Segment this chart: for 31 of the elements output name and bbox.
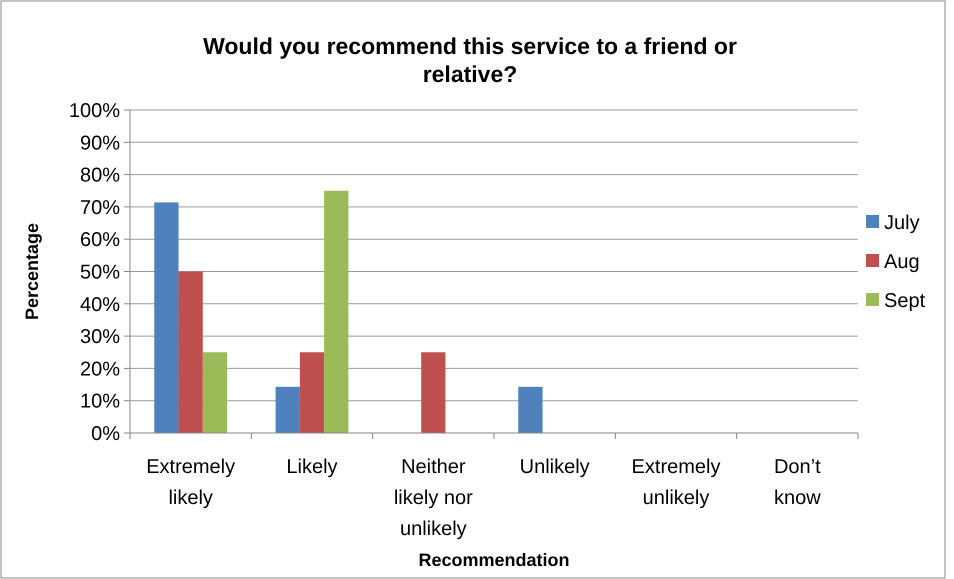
bar xyxy=(421,352,446,433)
x-tick-label: Don’t know xyxy=(774,456,822,509)
y-tick-label: 30% xyxy=(80,326,120,348)
legend-label: July xyxy=(884,212,920,234)
x-tick-label: Extremely unlikely xyxy=(632,456,720,509)
y-tick-label: 90% xyxy=(80,132,120,154)
bar xyxy=(154,202,179,433)
x-tick-label: Neither likely nor unlikely xyxy=(394,456,474,540)
y-tick-label: 0% xyxy=(91,423,120,445)
y-tick-label: 40% xyxy=(80,294,120,316)
bar xyxy=(300,352,324,433)
bar xyxy=(178,272,203,433)
y-tick-label: 100% xyxy=(68,100,120,122)
y-tick-label: 20% xyxy=(80,358,120,380)
legend-label: Sept xyxy=(884,290,926,312)
y-tick-label: 60% xyxy=(80,229,120,252)
x-axis-title: Recommendation xyxy=(418,550,570,570)
x-tick-label: Unlikely xyxy=(520,456,590,478)
x-tick-label: Likely xyxy=(286,456,338,478)
y-tick-label: 80% xyxy=(80,164,120,187)
chart-title: Would you recommend this service to a friend or relative? xyxy=(203,33,737,87)
y-tick-label: 70% xyxy=(80,196,120,219)
legend-label: Aug xyxy=(884,251,920,273)
y-tick-label: 50% xyxy=(80,262,120,284)
y-axis-title: Percentage xyxy=(22,222,42,320)
y-tick-label: 10% xyxy=(80,390,120,413)
bar xyxy=(202,352,228,433)
bar xyxy=(276,386,300,433)
bar xyxy=(324,190,348,433)
bar xyxy=(518,386,543,433)
x-tick-label: Extremely likely xyxy=(146,456,236,509)
